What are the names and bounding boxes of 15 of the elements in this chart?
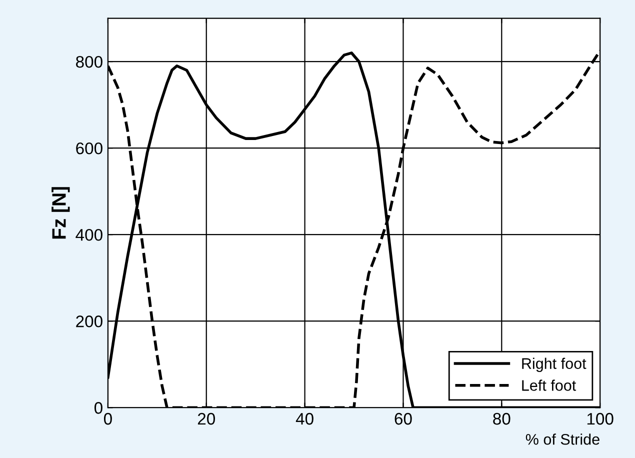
y-tick-label: 200 xyxy=(76,316,102,328)
x-tick-label: 0 xyxy=(104,412,112,425)
y-tick-label: 800 xyxy=(76,56,102,68)
legend-label: Left foot xyxy=(522,380,576,391)
legend-label: Right foot xyxy=(522,358,586,372)
x-tick-label: 20 xyxy=(198,412,215,425)
x-tick-label: 60 xyxy=(394,412,412,425)
x-tick-label: 80 xyxy=(493,412,510,425)
y-tick-label: 400 xyxy=(76,229,102,241)
x-axis-title: % of Stride xyxy=(526,434,600,445)
y-tick-label: 600 xyxy=(76,142,102,154)
x-tick-label: 100 xyxy=(587,412,614,425)
x-tick-label: 40 xyxy=(296,412,314,425)
y-tick-label: 0 xyxy=(94,402,102,414)
y-axis-title: Fz [N] xyxy=(52,187,70,239)
